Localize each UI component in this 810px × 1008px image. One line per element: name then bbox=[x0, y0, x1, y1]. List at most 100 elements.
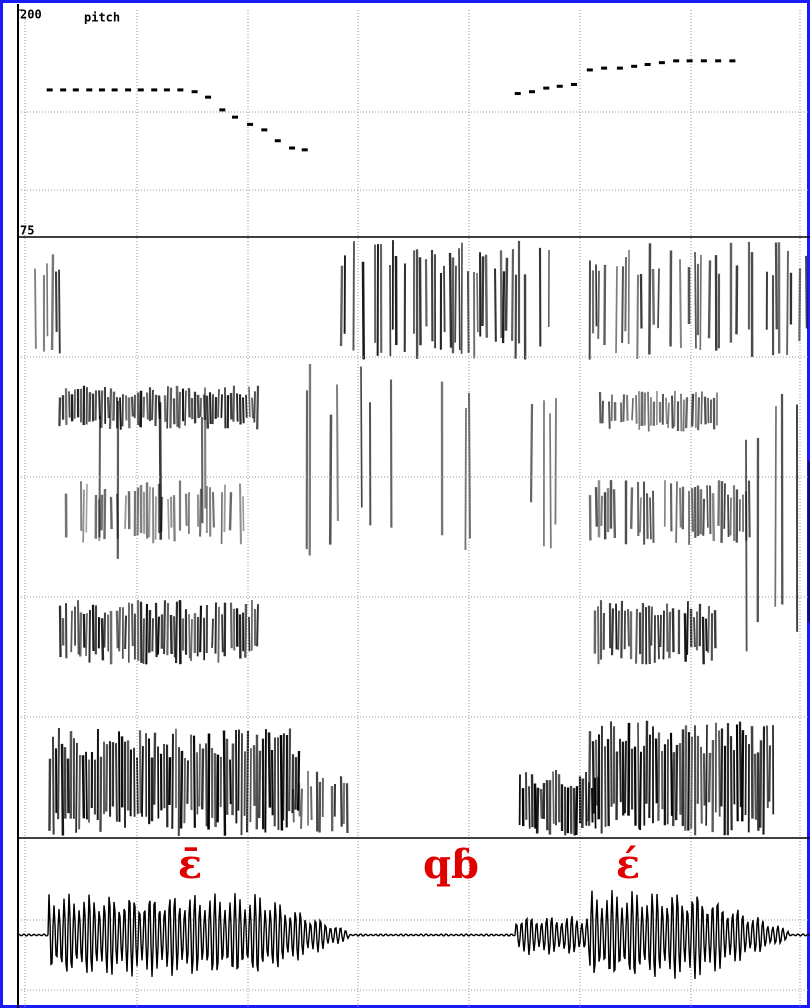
striation bbox=[659, 614, 662, 648]
striation bbox=[499, 250, 503, 338]
striation bbox=[702, 753, 706, 806]
pitch-point bbox=[673, 59, 680, 63]
striation bbox=[702, 498, 706, 536]
striation bbox=[196, 394, 200, 419]
striation bbox=[648, 734, 652, 819]
striation bbox=[639, 751, 642, 830]
striation bbox=[696, 397, 701, 431]
striation bbox=[448, 252, 453, 348]
striation bbox=[100, 494, 104, 531]
pitch-point bbox=[616, 66, 623, 70]
striation bbox=[58, 269, 61, 354]
pitch-point bbox=[543, 86, 550, 90]
striation bbox=[622, 394, 626, 422]
striation bbox=[768, 745, 772, 802]
striation bbox=[76, 600, 80, 655]
striation bbox=[251, 397, 254, 419]
annotation: qɓ bbox=[423, 841, 479, 888]
striation bbox=[145, 603, 149, 665]
striation bbox=[552, 771, 555, 824]
striation bbox=[256, 604, 259, 647]
striation bbox=[183, 757, 186, 824]
striation bbox=[678, 743, 682, 815]
striation bbox=[51, 736, 55, 835]
striation bbox=[190, 619, 193, 662]
pitch-point bbox=[111, 88, 118, 92]
striation bbox=[530, 774, 534, 828]
striation bbox=[597, 270, 600, 339]
striation bbox=[587, 731, 592, 826]
pitch-point bbox=[289, 146, 296, 150]
striation bbox=[179, 750, 184, 829]
striation bbox=[597, 606, 600, 665]
striation bbox=[443, 265, 446, 333]
striation bbox=[70, 610, 73, 653]
striation bbox=[717, 480, 721, 526]
striation bbox=[590, 787, 594, 823]
striation bbox=[205, 395, 210, 429]
striation bbox=[213, 753, 217, 828]
striation bbox=[665, 397, 668, 425]
striation bbox=[694, 251, 697, 349]
striation bbox=[88, 392, 92, 422]
striation bbox=[198, 743, 201, 807]
striation bbox=[637, 722, 640, 829]
striation bbox=[189, 734, 193, 811]
striation bbox=[242, 496, 245, 532]
striation bbox=[158, 402, 163, 540]
striation bbox=[669, 732, 674, 816]
striation bbox=[493, 268, 497, 342]
pitch-point bbox=[274, 139, 281, 143]
striation bbox=[711, 493, 716, 542]
pitch-point bbox=[261, 128, 268, 132]
striation bbox=[124, 615, 128, 650]
striation bbox=[650, 606, 653, 646]
striation bbox=[162, 600, 167, 655]
striation bbox=[256, 385, 260, 430]
striation bbox=[649, 497, 652, 540]
striation bbox=[221, 614, 224, 653]
striation bbox=[106, 396, 110, 419]
striation bbox=[657, 732, 661, 821]
pitch-point bbox=[729, 59, 736, 63]
striation bbox=[147, 610, 152, 653]
pitch-point bbox=[514, 92, 521, 96]
pitch-point bbox=[191, 90, 198, 94]
striation bbox=[82, 489, 85, 543]
striation bbox=[625, 394, 629, 421]
striation bbox=[154, 602, 158, 658]
striation bbox=[240, 733, 243, 836]
striation bbox=[476, 272, 479, 333]
striation bbox=[484, 254, 489, 338]
striation bbox=[174, 601, 179, 664]
striation bbox=[292, 789, 295, 823]
striation bbox=[58, 605, 62, 658]
striation bbox=[606, 738, 610, 827]
striation bbox=[232, 385, 236, 422]
striation bbox=[244, 604, 248, 658]
striation bbox=[178, 391, 182, 429]
striation bbox=[48, 758, 52, 831]
striation bbox=[217, 606, 220, 663]
striation bbox=[667, 402, 670, 429]
pitch-point bbox=[556, 84, 563, 88]
striation bbox=[130, 603, 134, 647]
striation bbox=[615, 266, 618, 354]
striation bbox=[687, 732, 691, 831]
striation bbox=[188, 614, 191, 659]
striation bbox=[629, 487, 634, 529]
striation bbox=[208, 392, 212, 425]
striation bbox=[105, 744, 109, 812]
striation bbox=[454, 265, 457, 343]
striation bbox=[657, 614, 660, 660]
striation bbox=[220, 394, 223, 418]
striation bbox=[248, 386, 251, 418]
striation bbox=[718, 730, 721, 817]
striation bbox=[217, 389, 220, 418]
striation bbox=[647, 605, 651, 665]
pitch-point bbox=[125, 88, 132, 92]
striation bbox=[238, 394, 242, 425]
